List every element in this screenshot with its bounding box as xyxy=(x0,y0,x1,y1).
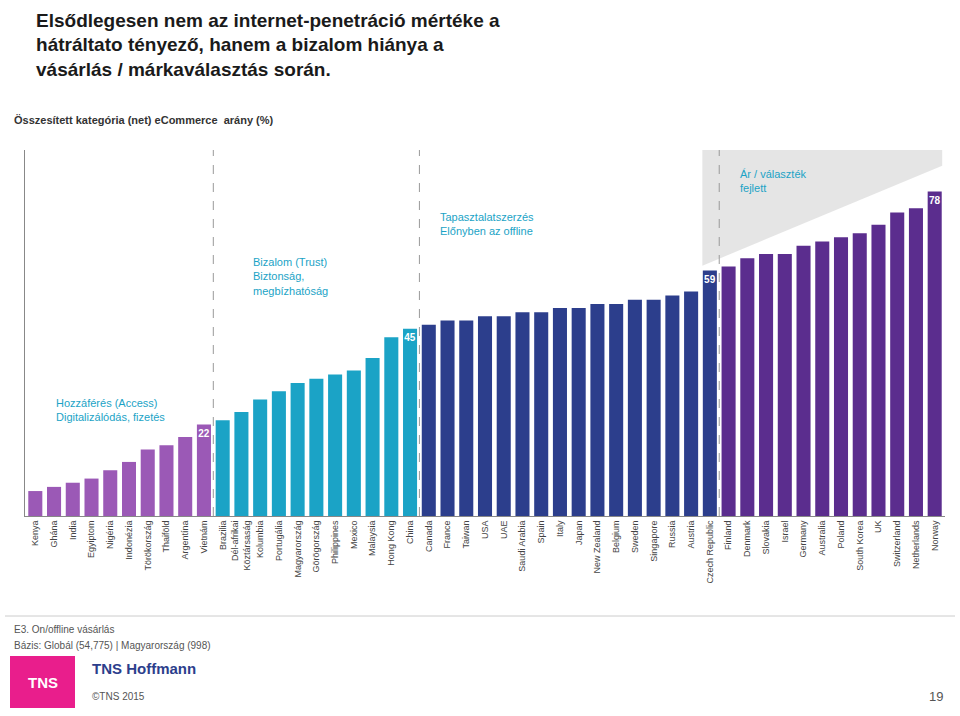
svg-text:Bizalom (Trust)Biztonság,megbí: Bizalom (Trust)Biztonság,megbízhatóság xyxy=(253,256,328,297)
svg-text:59: 59 xyxy=(704,274,716,285)
svg-text:Denmark: Denmark xyxy=(742,520,752,557)
svg-text:22: 22 xyxy=(198,428,210,439)
svg-text:Poland: Poland xyxy=(836,521,846,549)
svg-text:©TNS 2015: ©TNS 2015 xyxy=(92,691,145,702)
svg-text:Bázis: Globál (54,775) | Magya: Bázis: Globál (54,775) | Magyarország (9… xyxy=(14,640,211,651)
svg-text:Hozzáférés (Access)Digitalizál: Hozzáférés (Access)Digitalizálódás, fize… xyxy=(56,397,165,423)
svg-text:Kolumbia: Kolumbia xyxy=(255,521,265,559)
svg-text:Törökország: Törökország xyxy=(143,521,153,571)
svg-text:Saudi Arabia: Saudi Arabia xyxy=(517,521,527,572)
svg-text:Canada: Canada xyxy=(424,521,434,553)
svg-text:Nigéria: Nigéria xyxy=(105,521,115,550)
svg-text:Ár / választékfejlett: Ár / választékfejlett xyxy=(740,168,807,194)
svg-text:France: France xyxy=(442,521,452,549)
svg-text:Italy: Italy xyxy=(555,520,565,537)
svg-text:Norway: Norway xyxy=(930,520,940,551)
svg-text:Russia: Russia xyxy=(667,521,677,549)
svg-text:45: 45 xyxy=(404,332,416,343)
svg-text:Japan: Japan xyxy=(574,521,584,546)
svg-text:Switzerland: Switzerland xyxy=(892,521,902,568)
svg-text:UAE: UAE xyxy=(499,521,509,540)
svg-text:19: 19 xyxy=(929,689,943,704)
svg-text:Egyiptom: Egyiptom xyxy=(86,521,96,559)
svg-text:Görögország: Görögország xyxy=(311,521,321,573)
svg-text:Spain: Spain xyxy=(536,521,546,544)
svg-text:Vietnám: Vietnám xyxy=(199,521,209,554)
svg-text:Philippines: Philippines xyxy=(330,520,340,564)
svg-text:Belgium: Belgium xyxy=(611,521,621,554)
svg-text:Összesített kategória (net) eC: Összesített kategória (net) eCommerce ar… xyxy=(14,114,274,126)
svg-text:Czech Republic: Czech Republic xyxy=(705,520,715,584)
svg-text:Hong Kong: Hong Kong xyxy=(386,521,396,566)
svg-text:Singapore: Singapore xyxy=(649,521,659,562)
svg-text:USA: USA xyxy=(480,521,490,540)
svg-text:UK: UK xyxy=(873,521,883,534)
svg-text:Israel: Israel xyxy=(780,521,790,543)
svg-text:Netherlands: Netherlands xyxy=(911,520,921,569)
svg-text:Ghána: Ghána xyxy=(49,521,59,548)
svg-text:India: India xyxy=(68,521,78,541)
svg-text:Indonézia: Indonézia xyxy=(124,521,134,560)
svg-text:South Korea: South Korea xyxy=(855,521,865,571)
svg-text:Kenya: Kenya xyxy=(30,521,40,547)
svg-text:Austria: Austria xyxy=(686,521,696,549)
svg-text:Mexico: Mexico xyxy=(349,521,359,550)
svg-text:Taiwan: Taiwan xyxy=(461,521,471,549)
svg-text:Brazilia: Brazilia xyxy=(218,521,228,551)
svg-text:New Zealand: New Zealand xyxy=(592,521,602,574)
svg-text:TNS Hoffmann: TNS Hoffmann xyxy=(92,660,196,677)
svg-text:Germany: Germany xyxy=(798,520,808,558)
svg-text:E3. On/offline vásárlás: E3. On/offline vásárlás xyxy=(14,624,114,635)
svg-text:TapasztalatszerzésElőnyben az: TapasztalatszerzésElőnyben az offline xyxy=(440,211,534,237)
svg-text:Portugália: Portugália xyxy=(274,521,284,562)
svg-text:Elsődlegesen nem az internet-p: Elsődlegesen nem az internet-penetráció … xyxy=(36,10,500,80)
svg-text:TNS: TNS xyxy=(28,674,58,691)
svg-text:78: 78 xyxy=(929,195,941,206)
svg-text:Argentína: Argentína xyxy=(180,521,190,560)
svg-text:Thaiföld: Thaiföld xyxy=(161,521,171,553)
svg-text:Slovakia: Slovakia xyxy=(761,521,771,555)
svg-text:Australia: Australia xyxy=(817,521,827,556)
svg-text:China: China xyxy=(405,521,415,545)
svg-text:Finland: Finland xyxy=(724,521,734,551)
svg-text:Sweden: Sweden xyxy=(630,521,640,554)
svg-text:Malaysia: Malaysia xyxy=(368,521,378,557)
svg-text:Magyarország: Magyarország xyxy=(293,521,303,578)
svg-text:Dél-afrikaiKöztársaság: Dél-afrikaiKöztársaság xyxy=(230,521,252,571)
